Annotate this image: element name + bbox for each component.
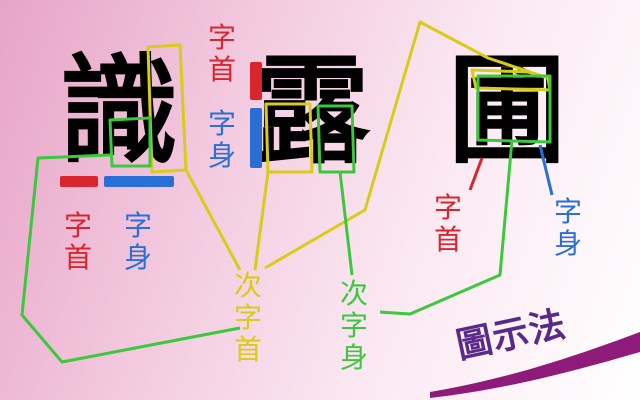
body-leader-pu bbox=[538, 144, 554, 196]
sub-body-box-pu bbox=[476, 74, 552, 144]
sub-body-label: 次字身 bbox=[339, 277, 368, 374]
body-bar bbox=[104, 176, 174, 187]
sub-head-connector-2 bbox=[253, 171, 270, 271]
sub-head-label: 次字首 bbox=[233, 269, 262, 366]
sub-body-connector-2 bbox=[338, 171, 354, 276]
head-label-left: 字首 bbox=[63, 209, 92, 274]
sub-body-connector-1 bbox=[20, 153, 241, 364]
character-shi: 識 bbox=[60, 42, 179, 180]
sub-head-box-shi bbox=[146, 43, 188, 174]
sub-head-box-pu bbox=[470, 68, 552, 92]
sub-head-box-lu bbox=[264, 102, 314, 174]
sub-head-connector-3 bbox=[264, 20, 549, 270]
body-label-left: 字身 bbox=[123, 209, 152, 274]
sub-head-connector-1 bbox=[184, 169, 242, 271]
head-label-right: 字首 bbox=[433, 191, 462, 256]
head-bar bbox=[60, 176, 98, 187]
sub-body-box-lu bbox=[316, 104, 356, 174]
body-vertical-bar bbox=[250, 108, 262, 168]
logo-swoosh bbox=[430, 332, 640, 398]
sub-body-box-shi bbox=[108, 116, 152, 168]
head-label-top: 字首 bbox=[207, 21, 236, 86]
head-vertical-bar bbox=[250, 62, 262, 100]
body-label-right: 字身 bbox=[553, 195, 582, 260]
body-label-top: 字身 bbox=[207, 107, 236, 172]
sub-body-connector-3 bbox=[379, 139, 514, 316]
head-leader-pu bbox=[468, 157, 484, 191]
